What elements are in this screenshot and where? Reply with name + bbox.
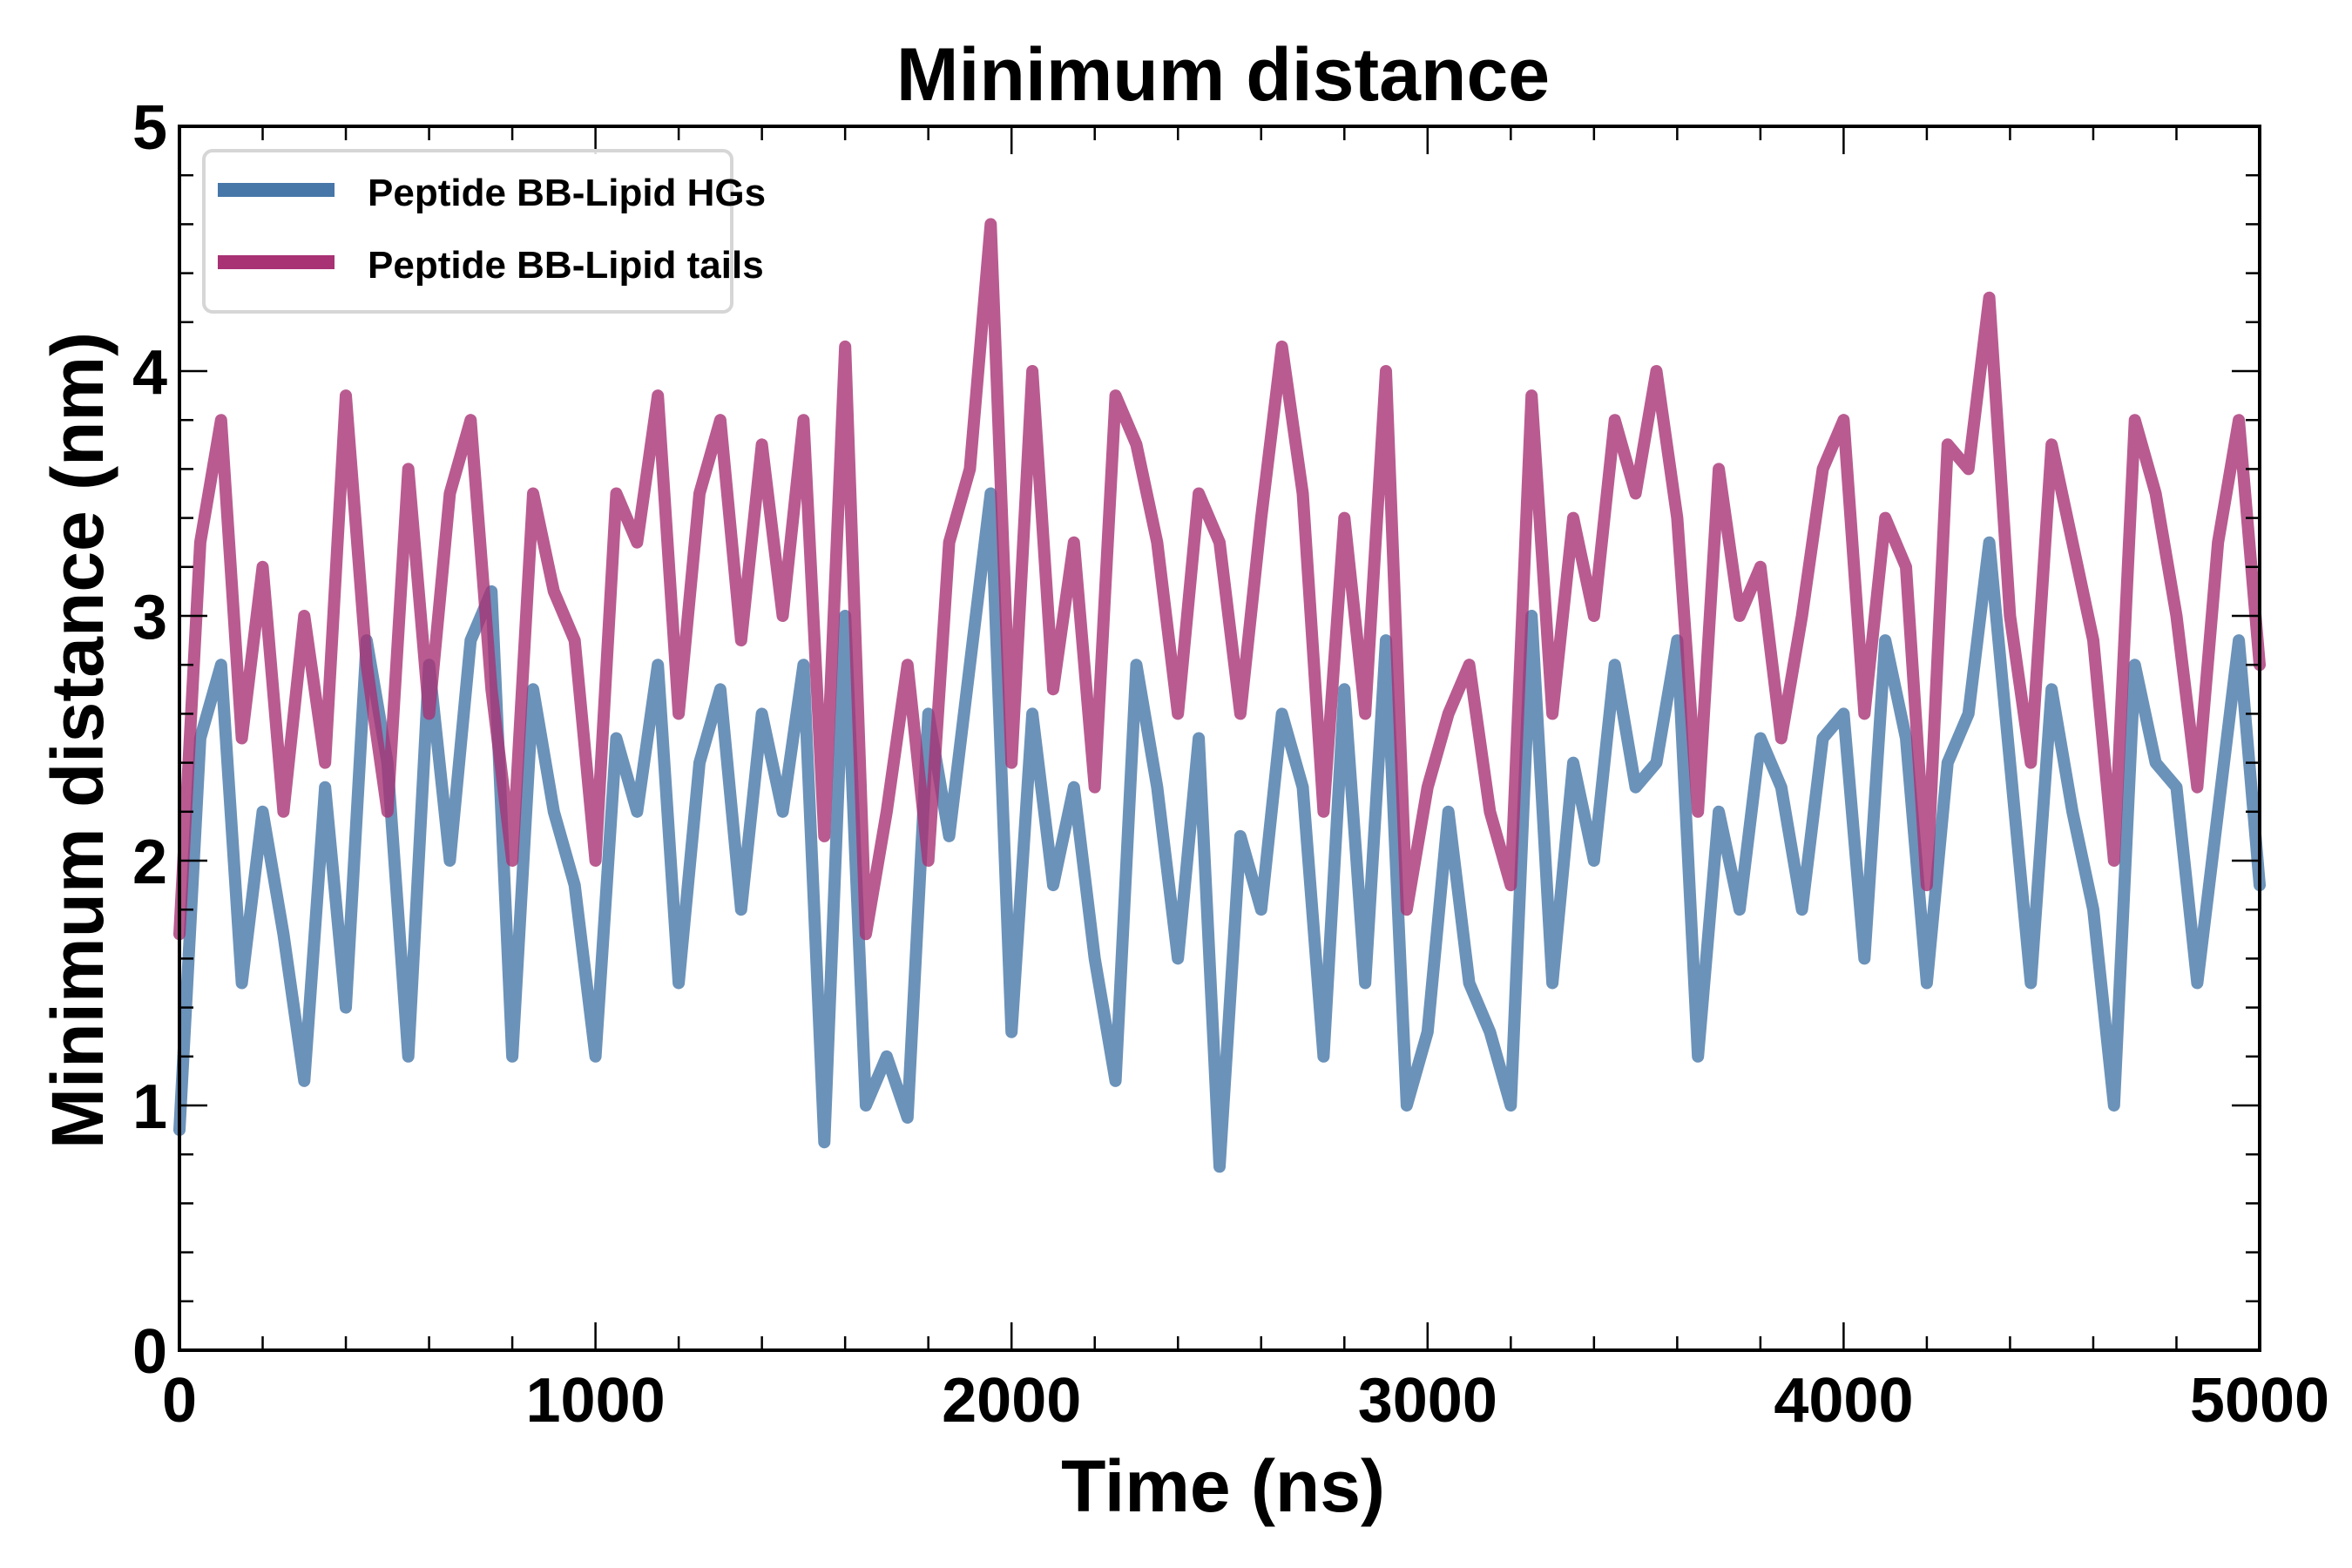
y-tick-label: 2	[132, 828, 167, 897]
y-axis-title: Minimum distance (nm)	[37, 332, 118, 1149]
chart-title: Minimum distance	[896, 33, 1550, 117]
series-line-1	[173, 218, 2266, 941]
y-tick-label: 4	[132, 338, 167, 408]
series-layer	[173, 218, 2266, 1173]
x-tick-label: 4000	[1774, 1366, 1913, 1436]
y-tick-label: 5	[132, 93, 167, 163]
x-tick-label: 1000	[526, 1366, 666, 1436]
y-tick-labels: 0 1 2 3 4 5	[132, 93, 167, 1387]
x-tick-label: 5000	[2190, 1366, 2329, 1436]
plot-frame	[178, 125, 2261, 1352]
y-tick-label: 1	[132, 1072, 167, 1142]
series-line-0	[173, 487, 2266, 1173]
x-tick-label: 0	[162, 1366, 197, 1436]
legend-box	[202, 149, 733, 314]
x-axis-title: Time (ns)	[1061, 1445, 1385, 1527]
y-tick-label: 3	[132, 583, 167, 652]
y-tick-label: 0	[132, 1317, 167, 1387]
x-tick-label: 2000	[942, 1366, 1081, 1436]
x-tick-label: 3000	[1358, 1366, 1497, 1436]
legend: Peptide BB-Lipid HGs Peptide BB-Lipid ta…	[202, 149, 766, 314]
legend-label-hgs: Peptide BB-Lipid HGs	[368, 172, 766, 214]
legend-label-tails: Peptide BB-Lipid tails	[368, 244, 764, 287]
x-tick-labels: 0 1000 2000 3000 4000 5000	[162, 1366, 2329, 1436]
